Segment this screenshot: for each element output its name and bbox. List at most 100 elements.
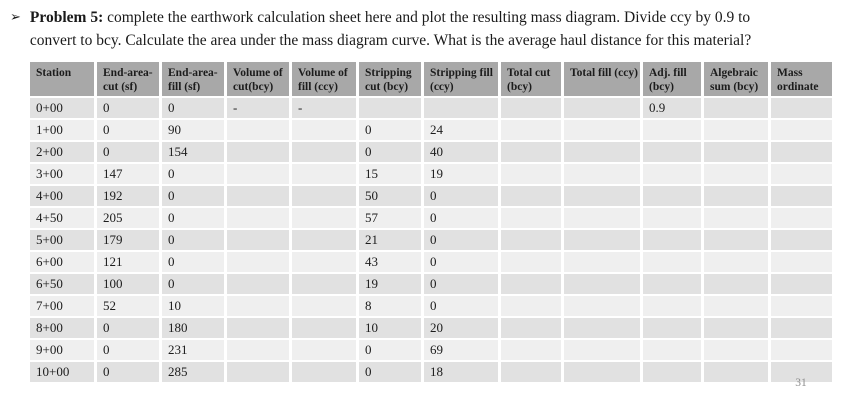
table-cell <box>227 318 289 338</box>
page-number: 31 <box>795 377 807 389</box>
table-cell <box>292 274 356 294</box>
table-cell <box>501 164 561 184</box>
table-cell <box>292 230 356 250</box>
table-cell <box>292 252 356 272</box>
table-cell: 231 <box>162 340 224 360</box>
table-cell: 0 <box>424 186 498 206</box>
table-cell <box>292 142 356 162</box>
table-cell: 0 <box>162 252 224 272</box>
table-cell <box>771 98 832 118</box>
table-cell: 3+00 <box>30 164 94 184</box>
table-cell: 0 <box>359 340 421 360</box>
table-cell: 0.9 <box>643 98 701 118</box>
table-cell <box>227 186 289 206</box>
table-cell <box>704 340 768 360</box>
column-header: Total cut (bcy) <box>501 62 561 96</box>
table-cell <box>501 142 561 162</box>
table-cell <box>564 186 640 206</box>
table-cell <box>501 98 561 118</box>
table-cell <box>564 98 640 118</box>
table-row: 10+00 0 285 0 18 <box>30 362 832 382</box>
table-cell <box>292 186 356 206</box>
table-cell <box>564 164 640 184</box>
table-cell: 40 <box>424 142 498 162</box>
table-cell <box>771 296 832 316</box>
table-cell <box>227 252 289 272</box>
column-header: Stripping fill (ccy) <box>424 62 498 96</box>
table-cell <box>704 252 768 272</box>
problem-line-1: Problem 5: complete the earthwork calcul… <box>30 6 751 29</box>
table-cell <box>704 142 768 162</box>
table-cell <box>501 252 561 272</box>
table-cell: 180 <box>162 318 224 338</box>
table-cell: 0 <box>424 252 498 272</box>
table-row: 5+00 179 0 21 0 <box>30 230 832 250</box>
table-cell: 5+00 <box>30 230 94 250</box>
problem-statement: ➢ Problem 5: complete the earthwork calc… <box>10 6 751 52</box>
table-cell <box>643 142 701 162</box>
table-cell <box>227 164 289 184</box>
table-cell <box>643 340 701 360</box>
table-row: 0+00 0 0- -0.9 <box>30 98 832 118</box>
table-cell <box>771 274 832 294</box>
table-cell: 0 <box>162 274 224 294</box>
table-row: 3+00 147 0 15 19 <box>30 164 832 184</box>
table-cell: 8+00 <box>30 318 94 338</box>
table-cell: 20 <box>424 318 498 338</box>
table-body: 0+00 0 0- -0.9 1+00 0 90 0 24 2+00 0 154 0 40 3+00 147 0… <box>30 98 832 382</box>
problem-line-2: convert to bcy. Calculate the area under… <box>29 32 752 49</box>
table-cell <box>564 142 640 162</box>
table-cell: 0 <box>162 208 224 228</box>
table-cell <box>227 208 289 228</box>
table-cell: 6+50 <box>30 274 94 294</box>
table-row: 7+00 52 10 8 0 <box>30 296 832 316</box>
table-cell: 0+00 <box>30 98 94 118</box>
table-cell: 15 <box>359 164 421 184</box>
table-cell <box>771 164 832 184</box>
table-cell: 19 <box>359 274 421 294</box>
table-cell: 0 <box>424 208 498 228</box>
column-header: Volume of cut(bcy) <box>227 62 289 96</box>
table-cell: 0 <box>424 230 498 250</box>
table-cell: 6+00 <box>30 252 94 272</box>
table-cell <box>424 98 498 118</box>
table-cell: 100 <box>97 274 159 294</box>
table-cell <box>292 296 356 316</box>
column-header: Stripping cut (bcy) <box>359 62 421 96</box>
table-cell <box>564 340 640 360</box>
column-header: Volume of fill (ccy) <box>292 62 356 96</box>
table-cell <box>501 120 561 140</box>
table-cell <box>704 296 768 316</box>
table-cell: 205 <box>97 208 159 228</box>
column-header: Mass ordinate <box>771 62 832 96</box>
table-cell <box>704 120 768 140</box>
table-cell <box>501 274 561 294</box>
table-cell: 69 <box>424 340 498 360</box>
table-row: 6+50 100 0 19 0 <box>30 274 832 294</box>
table-cell: 179 <box>97 230 159 250</box>
table-cell: 0 <box>97 142 159 162</box>
table-cell <box>704 186 768 206</box>
table-cell <box>643 318 701 338</box>
table-cell: 43 <box>359 252 421 272</box>
problem-line1-text: complete the earthwork calculation sheet… <box>107 9 751 26</box>
table-cell: 0 <box>424 274 498 294</box>
column-header: Algebraic sum (bcy) <box>704 62 768 96</box>
table-cell <box>564 252 640 272</box>
table-cell: 154 <box>162 142 224 162</box>
table-cell: 0 <box>424 296 498 316</box>
table-row: 2+00 0 154 0 40 <box>30 142 832 162</box>
table-cell <box>564 208 640 228</box>
table-cell <box>704 318 768 338</box>
table-cell: 0 <box>162 164 224 184</box>
table-cell: 0 <box>162 98 224 118</box>
table-cell: 21 <box>359 230 421 250</box>
table-cell <box>227 340 289 360</box>
table-cell: 24 <box>424 120 498 140</box>
table-cell <box>643 362 701 382</box>
table-cell: 0 <box>97 120 159 140</box>
table-cell <box>359 98 421 118</box>
table-cell <box>227 230 289 250</box>
table-cell <box>501 186 561 206</box>
